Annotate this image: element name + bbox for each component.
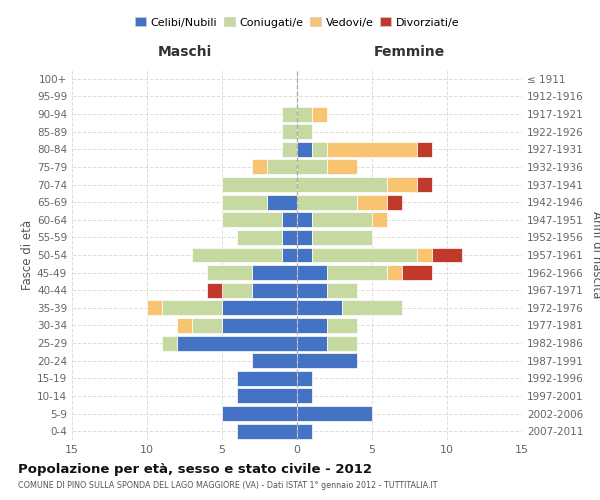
Bar <box>297 177 387 192</box>
Bar <box>252 353 297 368</box>
Text: Maschi: Maschi <box>157 46 212 60</box>
Bar <box>417 177 432 192</box>
Bar <box>237 371 297 386</box>
Bar <box>162 336 177 350</box>
Bar <box>387 194 402 210</box>
Text: Femmine: Femmine <box>374 46 445 60</box>
Bar <box>192 318 222 333</box>
Bar <box>297 336 327 350</box>
Bar <box>297 300 342 316</box>
Bar <box>222 283 252 298</box>
Bar <box>222 212 282 228</box>
Bar <box>312 248 417 262</box>
Legend: Celibi/Nubili, Coniugati/e, Vedovi/e, Divorziati/e: Celibi/Nubili, Coniugati/e, Vedovi/e, Di… <box>130 12 464 32</box>
Bar <box>222 406 297 421</box>
Bar <box>342 300 402 316</box>
Bar <box>222 177 297 192</box>
Bar <box>297 388 312 404</box>
Bar <box>297 160 327 174</box>
Y-axis label: Fasce di età: Fasce di età <box>21 220 34 290</box>
Bar <box>222 318 297 333</box>
Bar <box>177 318 192 333</box>
Bar <box>327 283 357 298</box>
Bar <box>327 265 387 280</box>
Bar <box>417 248 432 262</box>
Bar <box>222 194 267 210</box>
Text: Popolazione per età, sesso e stato civile - 2012: Popolazione per età, sesso e stato civil… <box>18 462 372 475</box>
Bar <box>207 265 252 280</box>
Bar <box>282 142 297 157</box>
Bar <box>237 230 282 245</box>
Bar <box>282 248 297 262</box>
Bar <box>297 248 312 262</box>
Bar <box>252 160 267 174</box>
Bar <box>297 265 327 280</box>
Bar <box>282 124 297 139</box>
Bar <box>147 300 162 316</box>
Bar <box>432 248 462 262</box>
Bar <box>357 194 387 210</box>
Bar <box>297 406 372 421</box>
Bar <box>297 106 312 122</box>
Bar <box>297 283 327 298</box>
Bar <box>237 388 297 404</box>
Bar <box>297 424 312 438</box>
Y-axis label: Anni di nascita: Anni di nascita <box>590 212 600 298</box>
Bar <box>282 106 297 122</box>
Bar <box>312 142 327 157</box>
Bar <box>327 142 417 157</box>
Bar <box>237 424 297 438</box>
Bar <box>297 212 312 228</box>
Bar <box>327 318 357 333</box>
Bar <box>267 194 297 210</box>
Bar <box>297 194 357 210</box>
Bar <box>327 336 357 350</box>
Text: COMUNE DI PINO SULLA SPONDA DEL LAGO MAGGIORE (VA) - Dati ISTAT 1° gennaio 2012 : COMUNE DI PINO SULLA SPONDA DEL LAGO MAG… <box>18 481 437 490</box>
Bar <box>402 265 432 280</box>
Bar <box>297 124 312 139</box>
Bar <box>312 230 372 245</box>
Bar <box>312 212 372 228</box>
Bar <box>327 160 357 174</box>
Bar <box>252 283 297 298</box>
Bar <box>417 142 432 157</box>
Bar <box>297 142 312 157</box>
Bar <box>282 230 297 245</box>
Bar <box>297 230 312 245</box>
Bar <box>297 353 357 368</box>
Bar <box>297 318 327 333</box>
Bar <box>207 283 222 298</box>
Bar <box>312 106 327 122</box>
Bar <box>192 248 282 262</box>
Bar <box>282 212 297 228</box>
Bar <box>267 160 297 174</box>
Bar <box>387 177 417 192</box>
Bar <box>177 336 297 350</box>
Bar <box>297 371 312 386</box>
Bar <box>252 265 297 280</box>
Bar <box>162 300 222 316</box>
Bar <box>372 212 387 228</box>
Bar <box>387 265 402 280</box>
Bar <box>222 300 297 316</box>
